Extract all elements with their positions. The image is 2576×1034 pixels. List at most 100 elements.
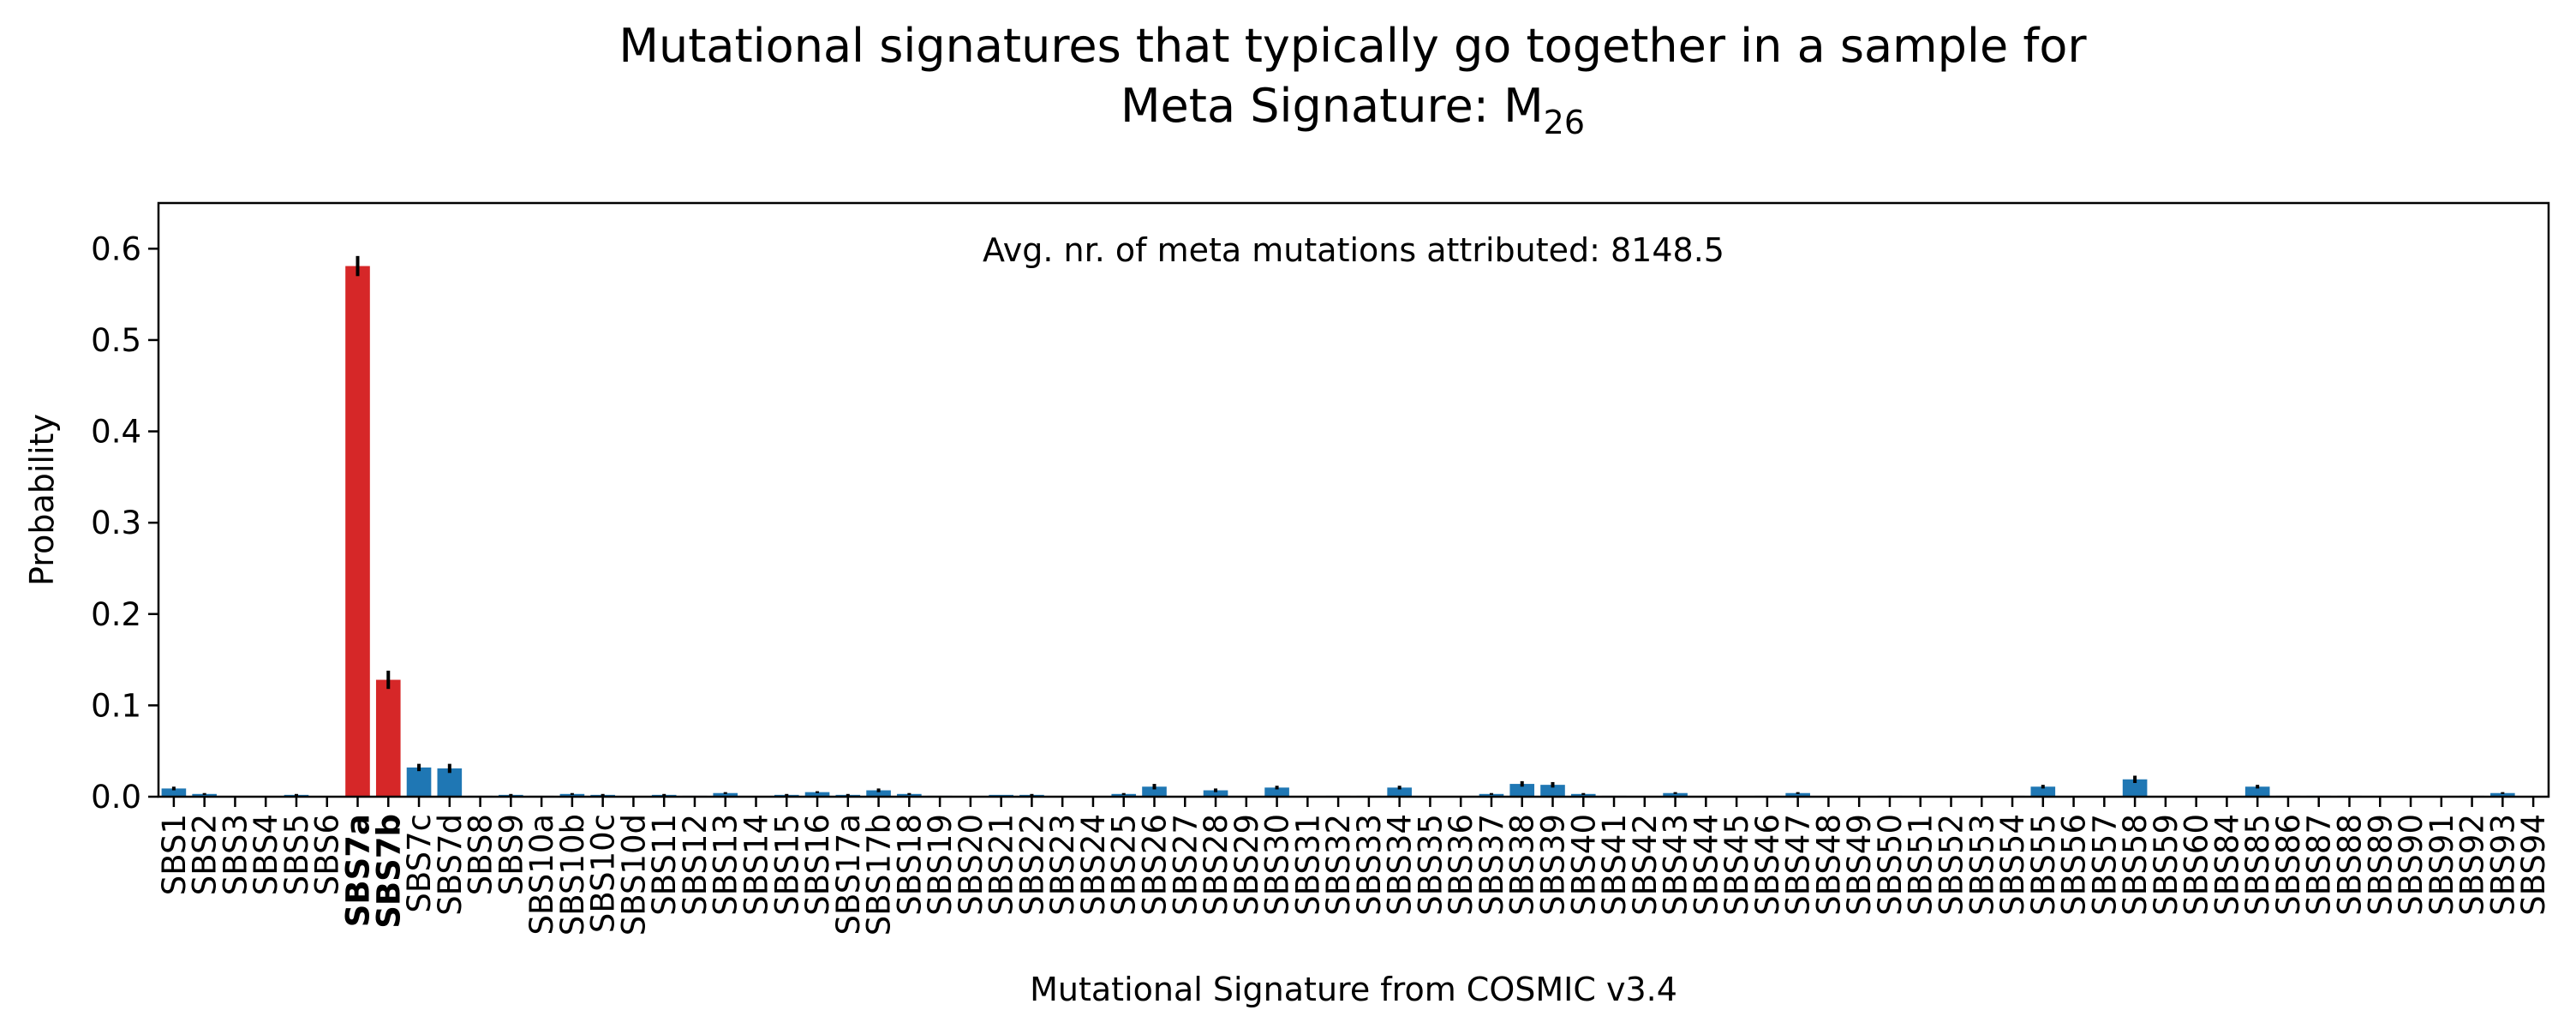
x-tick-label-SBS7c: SBS7c bbox=[401, 814, 438, 913]
bar-SBS10b bbox=[559, 793, 585, 797]
bar-SBS7d bbox=[437, 768, 463, 797]
x-tick-label-SBS91: SBS91 bbox=[2424, 814, 2460, 916]
bar-SBS26 bbox=[1142, 786, 1167, 797]
x-tick-label-SBS25: SBS25 bbox=[1106, 814, 1143, 916]
x-tick-label-SBS40: SBS40 bbox=[1565, 814, 1602, 916]
bar-SBS38 bbox=[1509, 784, 1535, 797]
x-tick-label-SBS8: SBS8 bbox=[463, 814, 499, 895]
x-tick-label-SBS20: SBS20 bbox=[953, 814, 989, 916]
x-tick-label-SBS57: SBS57 bbox=[2086, 814, 2123, 916]
x-tick-label-SBS18: SBS18 bbox=[891, 814, 928, 916]
x-tick-label-SBS29: SBS29 bbox=[1228, 814, 1265, 916]
bar-SBS85 bbox=[2244, 786, 2270, 797]
x-tick-label-SBS10a: SBS10a bbox=[523, 814, 560, 935]
x-tick-label-SBS85: SBS85 bbox=[2239, 814, 2276, 916]
x-tick-label-SBS6: SBS6 bbox=[309, 814, 346, 895]
x-tick-label-SBS7a: SBS7a bbox=[340, 814, 377, 927]
y-tick-label: 0.3 bbox=[91, 505, 141, 541]
bar-SBS13 bbox=[713, 792, 738, 797]
bar-SBS7c bbox=[406, 767, 432, 797]
y-tick-label: 0.1 bbox=[91, 687, 141, 724]
chart-title-line1: Mutational signatures that typically go … bbox=[619, 19, 2087, 73]
x-tick-label-SBS56: SBS56 bbox=[2056, 814, 2093, 916]
x-tick-label-SBS42: SBS42 bbox=[1627, 814, 1664, 916]
x-tick-label-SBS5: SBS5 bbox=[278, 814, 315, 895]
bar-SBS16 bbox=[804, 792, 830, 797]
bar-SBS40 bbox=[1570, 793, 1596, 797]
x-tick-label-SBS34: SBS34 bbox=[1382, 814, 1419, 916]
x-tick-label-SBS10b: SBS10b bbox=[554, 814, 591, 935]
bar-SBS18 bbox=[897, 793, 922, 797]
x-tick-label-SBS84: SBS84 bbox=[2208, 814, 2245, 916]
x-tick-label-SBS59: SBS59 bbox=[2148, 814, 2185, 916]
x-tick-label-SBS12: SBS12 bbox=[677, 814, 714, 916]
x-tick-label-SBS87: SBS87 bbox=[2301, 814, 2338, 916]
x-tick-label-SBS37: SBS37 bbox=[1473, 814, 1510, 916]
x-tick-label-SBS46: SBS46 bbox=[1749, 814, 1786, 916]
x-tick-label-SBS15: SBS15 bbox=[768, 814, 805, 916]
x-tick-label-SBS43: SBS43 bbox=[1658, 814, 1694, 916]
x-tick-label-SBS16: SBS16 bbox=[799, 814, 836, 916]
x-tick-label-SBS50: SBS50 bbox=[1872, 814, 1909, 916]
bar-SBS58 bbox=[2122, 779, 2148, 797]
x-tick-label-SBS19: SBS19 bbox=[922, 814, 959, 916]
x-tick-label-SBS53: SBS53 bbox=[1963, 814, 2000, 916]
x-tick-label-SBS7d: SBS7d bbox=[432, 814, 469, 916]
x-tick-label-SBS28: SBS28 bbox=[1198, 814, 1234, 916]
x-tick-label-SBS54: SBS54 bbox=[1994, 814, 2031, 916]
bar-SBS47 bbox=[1785, 792, 1810, 797]
x-tick-label-SBS92: SBS92 bbox=[2454, 814, 2491, 916]
x-tick-label-SBS94: SBS94 bbox=[2515, 814, 2552, 916]
plot-area: 0.00.10.20.30.40.50.6SBS1SBS2SBS3SBS4SBS… bbox=[91, 230, 2552, 935]
x-axis-label: Mutational Signature from COSMIC v3.4 bbox=[1030, 971, 1677, 1008]
x-tick-label-SBS3: SBS3 bbox=[217, 814, 254, 895]
y-tick-label: 0.5 bbox=[91, 322, 141, 359]
x-tick-label-SBS11: SBS11 bbox=[646, 814, 683, 916]
bar-SBS1 bbox=[161, 788, 187, 797]
x-tick-label-SBS10c: SBS10c bbox=[585, 814, 622, 933]
bar-SBS7a bbox=[345, 266, 370, 798]
x-tick-label-SBS39: SBS39 bbox=[1535, 814, 1572, 916]
bar-SBS7b bbox=[375, 679, 401, 797]
x-tick-label-SBS30: SBS30 bbox=[1259, 814, 1296, 916]
x-tick-label-SBS2: SBS2 bbox=[187, 814, 224, 895]
x-tick-label-SBS47: SBS47 bbox=[1780, 814, 1817, 916]
bar-SBS25 bbox=[1111, 793, 1137, 797]
bar-SBS34 bbox=[1387, 787, 1412, 797]
x-tick-label-SBS26: SBS26 bbox=[1137, 814, 1174, 916]
bar-SBS17b bbox=[866, 790, 891, 797]
x-tick-label-SBS13: SBS13 bbox=[708, 814, 744, 916]
x-tick-label-SBS35: SBS35 bbox=[1412, 814, 1449, 916]
chart-title-prefix: Meta Signature: M bbox=[1121, 79, 1544, 133]
x-tick-label-SBS24: SBS24 bbox=[1075, 814, 1112, 916]
x-tick-label-SBS9: SBS9 bbox=[493, 814, 529, 895]
bar-SBS2 bbox=[192, 793, 217, 797]
x-tick-label-SBS58: SBS58 bbox=[2117, 814, 2154, 916]
x-tick-label-SBS88: SBS88 bbox=[2332, 814, 2369, 916]
bar-SBS28 bbox=[1203, 790, 1228, 797]
x-tick-label-SBS31: SBS31 bbox=[1289, 814, 1326, 916]
bar-SBS30 bbox=[1264, 787, 1289, 797]
x-tick-label-SBS36: SBS36 bbox=[1443, 814, 1479, 916]
x-tick-label-SBS4: SBS4 bbox=[248, 814, 284, 895]
x-tick-label-SBS55: SBS55 bbox=[2025, 814, 2062, 916]
x-tick-label-SBS7b: SBS7b bbox=[370, 814, 407, 929]
x-tick-label-SBS14: SBS14 bbox=[738, 814, 775, 916]
x-tick-label-SBS41: SBS41 bbox=[1596, 814, 1633, 916]
y-tick-label: 0.6 bbox=[91, 230, 141, 267]
bar-SBS43 bbox=[1663, 792, 1688, 797]
x-tick-label-SBS49: SBS49 bbox=[1841, 814, 1878, 916]
x-tick-label-SBS48: SBS48 bbox=[1810, 814, 1847, 916]
bar-SBS55 bbox=[2030, 786, 2056, 797]
x-tick-label-SBS51: SBS51 bbox=[1903, 814, 1939, 916]
x-tick-label-SBS22: SBS22 bbox=[1013, 814, 1050, 916]
x-tick-label-SBS27: SBS27 bbox=[1167, 814, 1204, 916]
x-tick-label-SBS93: SBS93 bbox=[2484, 814, 2521, 916]
x-tick-label-SBS44: SBS44 bbox=[1688, 814, 1724, 916]
x-tick-label-SBS89: SBS89 bbox=[2362, 814, 2399, 916]
y-tick-label: 0.2 bbox=[91, 596, 141, 633]
x-tick-label-SBS90: SBS90 bbox=[2393, 814, 2430, 916]
x-tick-label-SBS23: SBS23 bbox=[1044, 814, 1081, 916]
bar-SBS93 bbox=[2490, 792, 2515, 797]
